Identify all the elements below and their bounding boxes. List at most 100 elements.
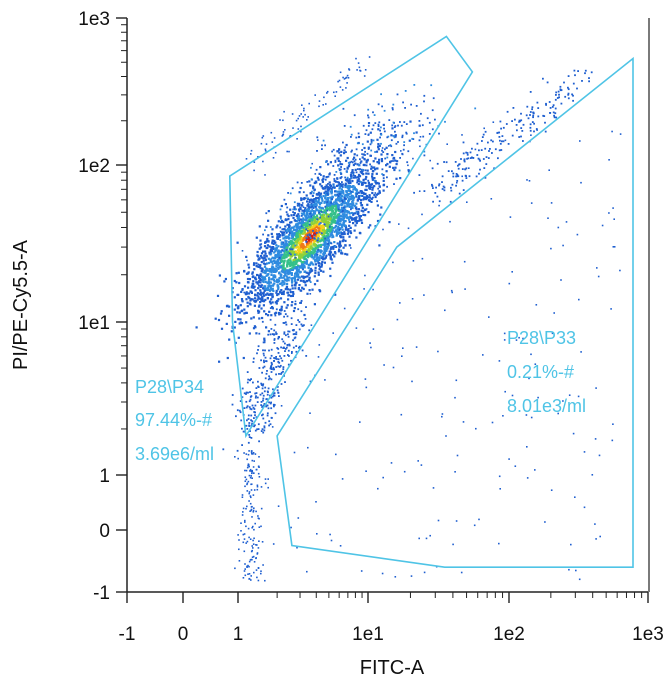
event-dot: [442, 185, 445, 188]
event-dot: [372, 328, 375, 330]
event-dot: [359, 215, 362, 218]
event-dot: [370, 138, 373, 141]
event-dot: [329, 250, 332, 252]
event-dot: [484, 176, 487, 179]
event-dot: [304, 255, 307, 258]
event-dot: [249, 495, 252, 497]
event-dot: [292, 208, 295, 211]
event-dot: [272, 283, 275, 286]
event-dot: [253, 537, 255, 540]
event-dot: [262, 250, 265, 253]
event-dot: [239, 304, 242, 307]
event-dot: [567, 92, 570, 95]
event-dot: [279, 255, 282, 258]
event-dot: [290, 317, 293, 320]
event-dot: [463, 158, 466, 161]
event-dot: [240, 290, 243, 293]
event-dot: [335, 229, 338, 232]
event-dot: [300, 204, 303, 207]
event-dot: [292, 309, 296, 313]
event-dot: [253, 304, 256, 307]
event-dot: [504, 390, 506, 393]
plot-axes: [126, 18, 650, 593]
event-dot: [261, 292, 264, 295]
event-dot: [266, 412, 269, 415]
event-dot: [377, 161, 381, 164]
event-dot: [275, 265, 278, 268]
event-dot: [259, 281, 262, 284]
event-dot: [262, 294, 266, 297]
event-dot: [248, 436, 251, 438]
event-dot: [339, 171, 342, 174]
event-dot: [560, 279, 562, 281]
event-dot: [248, 332, 251, 335]
event-dot: [364, 196, 367, 199]
event-dot: [288, 276, 291, 279]
event-dot: [277, 505, 280, 507]
event-dot: [293, 251, 296, 254]
event-dot: [277, 236, 280, 239]
event-dot: [282, 322, 285, 324]
event-dot: [364, 214, 367, 217]
event-dot: [278, 250, 282, 253]
event-dot: [314, 206, 317, 208]
event-dot: [241, 514, 244, 516]
event-dot: [408, 139, 411, 142]
event-dot: [252, 452, 255, 454]
event-dot: [323, 248, 326, 252]
event-dot: [301, 220, 304, 223]
event-dot: [277, 256, 280, 259]
event-dot: [245, 424, 248, 427]
event-dot: [564, 95, 567, 98]
event-dot: [298, 115, 301, 117]
event-dot: [252, 361, 255, 363]
event-dot: [248, 536, 250, 539]
event-dot: [320, 243, 323, 246]
event-dot: [255, 557, 257, 560]
event-dot: [286, 254, 289, 257]
event-dot: [394, 159, 397, 162]
event-dot: [337, 197, 340, 200]
event-dot: [312, 198, 315, 201]
event-dot: [358, 66, 361, 69]
event-dot: [339, 545, 342, 547]
event-dot: [253, 408, 256, 410]
event-dot: [315, 237, 319, 240]
event-dot: [247, 292, 251, 295]
event-dot: [307, 241, 310, 244]
event-dot: [329, 257, 332, 260]
event-dot: [290, 214, 293, 217]
event-dot: [336, 242, 339, 245]
event-dot: [348, 180, 351, 183]
event-dot: [295, 119, 298, 122]
event-dot: [547, 217, 549, 219]
event-dot: [371, 178, 374, 181]
event-dot: [237, 318, 240, 321]
event-dot: [338, 228, 341, 231]
event-dot: [264, 250, 267, 253]
event-dot: [279, 275, 282, 278]
event-dot: [251, 275, 254, 279]
event-dot: [330, 187, 333, 190]
event-dot: [324, 178, 327, 181]
event-dot: [377, 182, 380, 185]
event-dot: [332, 245, 335, 249]
event-dot: [487, 157, 490, 159]
event-dot: [277, 267, 280, 270]
event-dot: [253, 417, 255, 419]
event-dot: [463, 160, 466, 163]
event-dot: [250, 408, 253, 411]
event-dot: [346, 232, 349, 235]
event-dot: [309, 281, 312, 283]
event-dot: [256, 396, 259, 399]
event-dot: [312, 226, 315, 229]
event-dot: [563, 81, 565, 84]
event-dot: [269, 302, 272, 305]
event-dot: [332, 183, 335, 186]
event-dot: [322, 229, 325, 232]
event-dot: [434, 118, 436, 121]
event-dot: [369, 143, 372, 146]
event-dot: [396, 160, 399, 163]
event-dot: [382, 476, 384, 479]
event-dot: [250, 506, 253, 508]
